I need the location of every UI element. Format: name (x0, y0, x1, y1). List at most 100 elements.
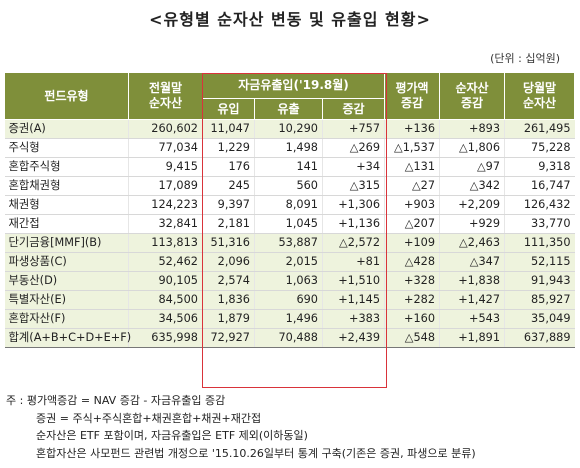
cell-outflow: 690 (254, 290, 323, 310)
cell-valuation: +328 (384, 271, 440, 291)
cell-change: +757 (321, 119, 385, 139)
cell-curr-month: 35,049 (504, 309, 575, 329)
row-fund-type: 혼합주식형 (4, 157, 129, 177)
cell-valuation: △27 (384, 176, 440, 196)
footnote-line: 혼합자산은 사모펀드 관련법 개정으로 '15.10.26일부터 통계 구축(기… (36, 446, 476, 460)
cell-nav-change: △342 (439, 176, 505, 196)
cell-curr-month: 111,350 (504, 233, 575, 253)
table-row: 혼합자산(F) 34,506 1,879 1,496 +383 +160 +543 35,04… (4, 309, 575, 329)
unit-label: (단위 : 십억원) (490, 52, 560, 65)
cell-curr-month: 9,318 (504, 157, 575, 177)
table-row: 부동산(D) 90,105 2,574 1,063 +1,510 +328 +1,838 91… (4, 271, 575, 291)
cell-prev-month: 84,500 (128, 290, 203, 310)
row-fund-type: 채권형 (4, 195, 129, 215)
cell-inflow: 2,181 (202, 214, 255, 234)
cell-change: +383 (321, 309, 385, 329)
cell-prev-month: 34,506 (128, 309, 203, 329)
cell-nav-change: +1,427 (439, 290, 505, 310)
cell-change: +34 (321, 157, 385, 177)
cell-change: △269 (321, 138, 385, 158)
row-fund-type: 파생상품(C) (4, 252, 129, 272)
cell-curr-month: 52,115 (504, 252, 575, 272)
row-fund-type: 합계(A+B+C+D+E+F) (4, 328, 131, 348)
cell-nav-change: +543 (439, 309, 505, 329)
cell-outflow: 560 (254, 176, 323, 196)
cell-outflow: 1,063 (254, 271, 323, 291)
cell-outflow: 1,045 (254, 214, 323, 234)
col-header-fund-type: 펀드유형 (4, 72, 129, 120)
footnote-line: 주 : 평가액증감 = NAV 증감 - 자금유출입 증감 (6, 394, 226, 407)
cell-curr-month: 85,927 (504, 290, 575, 310)
cell-curr-month: 261,495 (504, 119, 575, 139)
cell-change: +1,510 (321, 271, 385, 291)
cell-outflow: 8,091 (254, 195, 323, 215)
cell-valuation: +903 (384, 195, 440, 215)
col-header-flow-group: 자금유출입('19.8월) (201, 72, 386, 99)
table-row: 주식형 77,034 1,229 1,498 △269 △1,537 △1,806 75,22… (4, 138, 575, 158)
cell-outflow: 141 (254, 157, 323, 177)
cell-curr-month: 126,432 (504, 195, 575, 215)
cell-curr-month: 16,747 (504, 176, 575, 196)
cell-inflow: 1,836 (202, 290, 255, 310)
cell-prev-month: 32,841 (128, 214, 203, 234)
cell-inflow: 2,574 (202, 271, 255, 291)
cell-valuation: △548 (384, 328, 440, 348)
row-fund-type: 특별자산(E) (4, 290, 129, 310)
table-row: 합계(A+B+C+D+E+F) 635,998 72,927 70,488 +2,439… (4, 328, 575, 348)
cell-outflow: 10,290 (254, 119, 323, 139)
col-header-curr-month: 당월말 순자산 (504, 72, 576, 120)
cell-prev-month: 113,813 (128, 233, 203, 253)
cell-nav-change: △2,463 (439, 233, 505, 253)
cell-curr-month: 75,228 (504, 138, 575, 158)
row-fund-type: 단기금융[MMF](B) (4, 233, 129, 253)
col-header-prev-month: 전월말 순자산 (128, 72, 203, 120)
cell-valuation: △131 (384, 157, 440, 177)
cell-nav-change: +929 (439, 214, 505, 234)
cell-change: +2,439 (321, 328, 385, 348)
cell-inflow: 11,047 (202, 119, 255, 139)
row-fund-type: 재간접 (4, 214, 129, 234)
cell-nav-change: +893 (439, 119, 505, 139)
col-header-change: 증감 (321, 98, 386, 120)
cell-valuation: △428 (384, 252, 440, 272)
cell-curr-month: 637,889 (504, 328, 575, 348)
cell-valuation: +136 (384, 119, 440, 139)
row-fund-type: 혼합자산(F) (4, 309, 129, 329)
cell-prev-month: 9,415 (128, 157, 203, 177)
table-row: 혼합채권형 17,089 245 560 △315 △27 △342 16,747 (4, 176, 575, 196)
table-row: 특별자산(E) 84,500 1,836 690 +1,145 +282 +1,427 85,… (4, 290, 575, 310)
cell-change: +1,136 (321, 214, 385, 234)
fund-flow-table: 펀드유형 전월말 순자산 자금유출입('19.8월) 평가액 증감 순자산 증감 당월… (4, 72, 576, 348)
cell-inflow: 245 (202, 176, 255, 196)
cell-valuation: △207 (384, 214, 440, 234)
cell-prev-month: 124,223 (128, 195, 203, 215)
col-header-inflow: 유입 (202, 98, 255, 120)
cell-outflow: 53,887 (254, 233, 323, 253)
table-row: 혼합주식형 9,415 176 141 +34 △131 △97 9,318 (4, 157, 575, 177)
cell-prev-month: 635,998 (128, 328, 203, 348)
footnote-line: 증권 = 주식+주식혼합+채권혼합+채권+재간접 (36, 411, 262, 425)
cell-prev-month: 77,034 (128, 138, 203, 158)
cell-valuation: +282 (384, 290, 440, 310)
cell-change: +81 (321, 252, 385, 272)
table-row: 파생상품(C) 52,462 2,096 2,015 +81 △428 △347 52,115 (4, 252, 575, 272)
cell-valuation: +160 (384, 309, 440, 329)
cell-inflow: 176 (202, 157, 255, 177)
cell-valuation: +109 (384, 233, 440, 253)
cell-nav-change: +1,891 (439, 328, 505, 348)
cell-change: +1,145 (321, 290, 385, 310)
cell-prev-month: 17,089 (128, 176, 203, 196)
row-fund-type: 혼합채권형 (4, 176, 129, 196)
col-header-nav-change: 순자산 증감 (439, 72, 506, 120)
cell-change: △2,572 (321, 233, 385, 253)
cell-outflow: 70,488 (254, 328, 323, 348)
footnotes: 주 : 평가액증감 = NAV 증감 - 자금유출입 증감 증권 = 주식+주식… (6, 392, 476, 462)
row-fund-type: 부동산(D) (4, 271, 129, 291)
table-row: 재간접 32,841 2,181 1,045 +1,136 △207 +929 33,770 (4, 214, 575, 234)
cell-inflow: 1,879 (202, 309, 255, 329)
cell-nav-change: △97 (439, 157, 505, 177)
cell-inflow: 9,397 (202, 195, 255, 215)
cell-change: +1,306 (321, 195, 385, 215)
cell-valuation: △1,537 (384, 138, 440, 158)
footnote-line: 순자산은 ETF 포함이며, 자금유출입은 ETF 제외(이하동일) (36, 429, 308, 442)
